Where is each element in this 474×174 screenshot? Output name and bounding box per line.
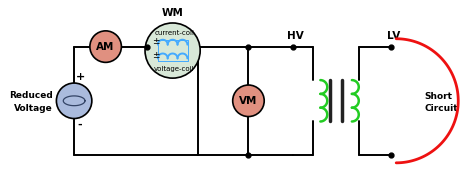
Text: voltage-coil: voltage-coil: [154, 66, 195, 72]
Text: Circuit: Circuit: [425, 104, 458, 113]
Text: HV: HV: [287, 31, 304, 41]
Text: ±: ±: [152, 51, 160, 60]
Text: VM: VM: [239, 96, 258, 106]
Circle shape: [145, 23, 200, 78]
Text: AM: AM: [96, 42, 115, 52]
Text: -: -: [78, 119, 82, 129]
Text: Short: Short: [425, 92, 453, 101]
Text: WM: WM: [162, 8, 183, 18]
Circle shape: [233, 85, 264, 117]
Text: Voltage: Voltage: [14, 104, 53, 113]
Text: current-coil: current-coil: [155, 30, 195, 36]
Text: Reduced: Reduced: [9, 91, 53, 100]
Text: ±: ±: [152, 37, 160, 46]
Text: LV: LV: [387, 31, 400, 41]
Circle shape: [90, 31, 121, 62]
Circle shape: [56, 83, 92, 118]
Text: +: +: [75, 72, 85, 82]
